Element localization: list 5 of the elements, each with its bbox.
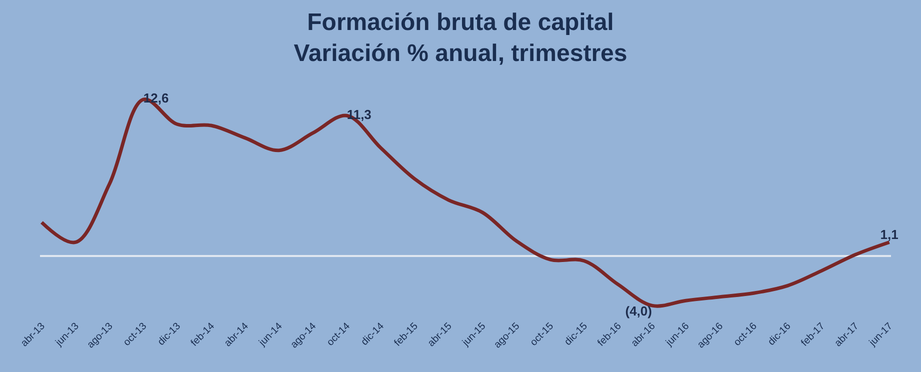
data-label: 1,1 xyxy=(880,226,898,242)
data-label: (4,0) xyxy=(625,303,652,318)
data-label: 11,3 xyxy=(346,106,372,122)
data-label: 12,6 xyxy=(143,90,169,106)
chart-title: Formación bruta de capital Variación % anual, trimestres xyxy=(294,8,628,67)
